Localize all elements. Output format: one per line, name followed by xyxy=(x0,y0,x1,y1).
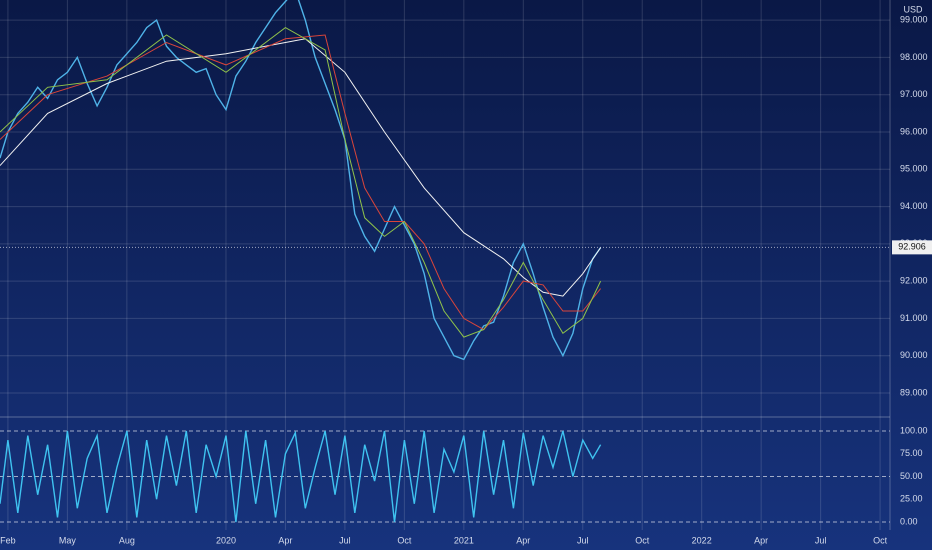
x-tick-label: May xyxy=(59,535,77,545)
x-tick-label: Jul xyxy=(339,535,351,545)
last-price-label: 92.906 xyxy=(898,242,926,252)
x-tick-label: 2021 xyxy=(454,535,474,545)
y-tick-label: 25.00 xyxy=(900,494,923,504)
y-tick-label: 89.000 xyxy=(900,387,928,397)
series-line xyxy=(0,0,602,361)
currency-label: USD xyxy=(903,4,923,14)
y-tick-label: 92.000 xyxy=(900,276,928,286)
y-tick-label: 75.00 xyxy=(900,448,923,458)
y-tick-label: 97.000 xyxy=(900,89,928,99)
x-tick-label: Oct xyxy=(397,535,412,545)
series-line xyxy=(0,430,602,523)
y-tick-label: 96.000 xyxy=(900,126,928,136)
x-tick-label: 2022 xyxy=(692,535,712,545)
y-tick-label: 99.000 xyxy=(900,15,928,25)
y-tick-label: 0.00 xyxy=(900,516,918,526)
x-tick-label: Oct xyxy=(873,535,888,545)
x-tick-label: Apr xyxy=(516,535,530,545)
x-tick-label: 2020 xyxy=(216,535,236,545)
x-tick-label: Jul xyxy=(815,535,827,545)
last-price-box xyxy=(892,240,932,255)
y-tick-label: 98.000 xyxy=(900,52,928,62)
series-line xyxy=(0,27,602,338)
x-tick-label: Feb xyxy=(0,535,16,545)
y-tick-label: 90.000 xyxy=(900,350,928,360)
y-tick-label: 91.000 xyxy=(900,313,928,323)
x-tick-label: Oct xyxy=(635,535,650,545)
y-tick-label: 94.000 xyxy=(900,201,928,211)
y-tick-label: 50.00 xyxy=(900,471,923,481)
y-tick-label: 100.00 xyxy=(900,425,928,435)
x-tick-label: Apr xyxy=(278,535,292,545)
x-tick-label: Jul xyxy=(577,535,589,545)
x-tick-label: Aug xyxy=(119,535,135,545)
y-tick-label: 95.000 xyxy=(900,164,928,174)
x-tick-label: Apr xyxy=(754,535,768,545)
